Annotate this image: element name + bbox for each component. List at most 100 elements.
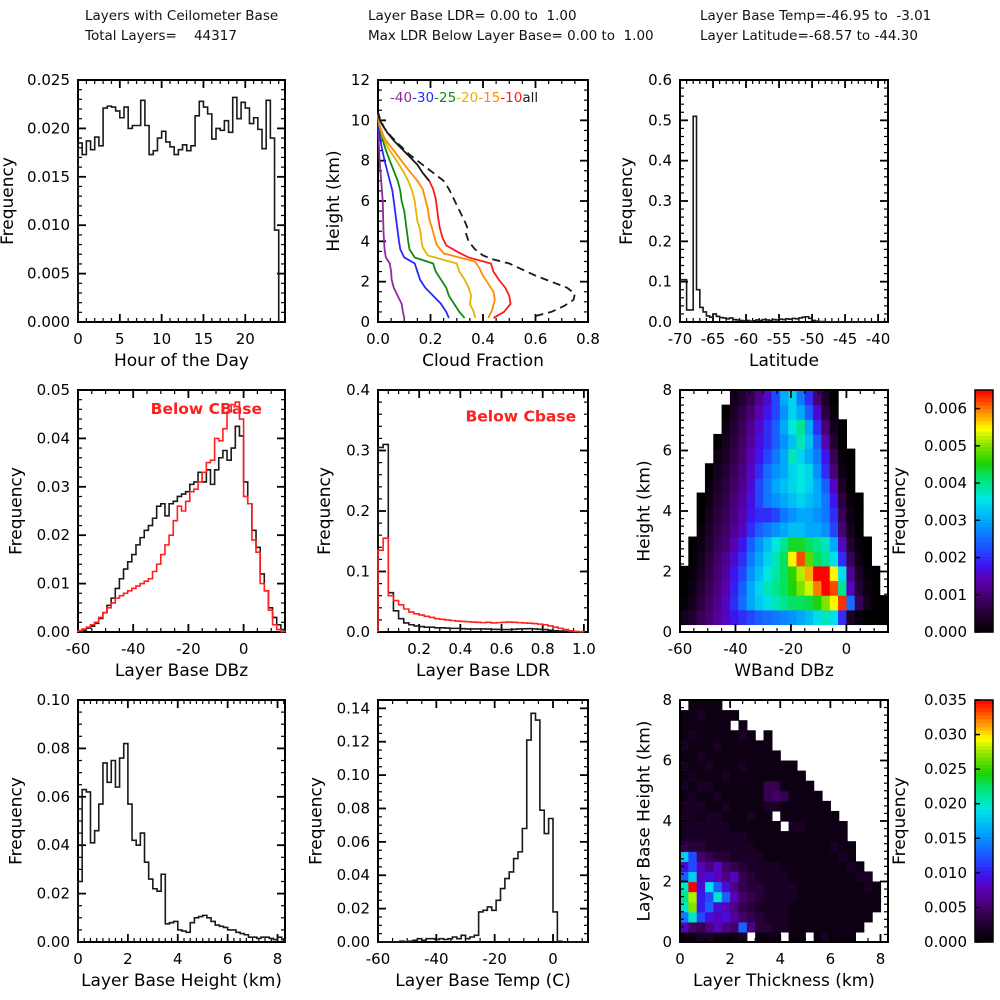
svg-text:2: 2 <box>360 273 370 291</box>
panel-latitude-histogram: -70 -65 -60 -55 -50 -45 -40 0.0 0.1 0.2 0.3 0.4 0.5 0… <box>617 71 890 371</box>
svg-text:0.14: 0.14 <box>337 699 370 717</box>
svg-text:0.8: 0.8 <box>531 640 555 658</box>
series-layer-base-temp <box>378 712 588 943</box>
svg-text:Layer Base Temp (C): Layer Base Temp (C) <box>395 971 570 991</box>
svg-text:0.10: 0.10 <box>337 766 370 784</box>
svg-text:0.00: 0.00 <box>37 933 70 951</box>
svg-text:0.004: 0.004 <box>924 474 967 492</box>
svg-text:0.00: 0.00 <box>337 933 370 951</box>
svg-text:Layer Base Height (km): Layer Base Height (km) <box>81 971 282 991</box>
svg-text:8: 8 <box>662 381 672 399</box>
svg-text:0.4: 0.4 <box>448 640 472 658</box>
panel-wband-dbz-height-heatmap: -60 -40 -20 0 0 2 4 6 8 WBand DBz Height (km) 0.000… <box>634 381 994 681</box>
svg-text:0.6: 0.6 <box>490 640 514 658</box>
svg-text:0.015: 0.015 <box>924 829 967 847</box>
svg-text:0.003: 0.003 <box>924 511 967 529</box>
svg-text:Frequency: Frequency <box>890 777 910 865</box>
svg-text:0.001: 0.001 <box>924 586 967 604</box>
annotation-layer-base-ldr-histogram: Below Cbase <box>465 407 576 425</box>
svg-text:0.2: 0.2 <box>419 330 443 348</box>
svg-text:0.10: 0.10 <box>37 691 70 709</box>
svg-text:0: 0 <box>73 330 83 348</box>
svg-text:0.02: 0.02 <box>37 885 70 903</box>
colorbar-layer-thickness-base-height-heatmap: 0.000 0.005 0.010 0.015 0.020 0.025 0.030 0.035… <box>890 691 994 951</box>
svg-text:Height (km): Height (km) <box>324 150 344 251</box>
svg-text:-65: -65 <box>701 330 726 348</box>
svg-text:15: 15 <box>194 330 213 348</box>
svg-text:4: 4 <box>360 232 370 250</box>
panel-layer-base-dbz-histogram: -60 -40 -20 0 0.00 0.01 0.02 0.03 0.04 0.05 Layer … <box>7 381 286 681</box>
series-layer-base-ldr <box>377 443 585 633</box>
svg-text:Layer Base DBz: Layer Base DBz <box>115 661 248 681</box>
svg-text:0.3: 0.3 <box>346 442 370 460</box>
series-hour-frequency <box>77 96 280 322</box>
svg-text:Cloud Fraction: Cloud Fraction <box>422 351 544 371</box>
panel-layer-base-temp-histogram: -60 -40 -20 0 0.00 0.02 0.04 0.06 0.08 0.10 0.12 0.… <box>307 699 589 991</box>
svg-text:-70: -70 <box>668 330 693 348</box>
svg-text:Height (km): Height (km) <box>634 460 654 561</box>
svg-text:8: 8 <box>662 691 672 709</box>
series-latitude-frequency <box>679 115 879 323</box>
svg-text:0.005: 0.005 <box>924 898 967 916</box>
svg-text:0: 0 <box>675 950 685 968</box>
svg-text:-40: -40 <box>723 640 748 658</box>
header-right-line1: Layer Base Temp=-46.95 to -3.01 <box>700 8 932 24</box>
svg-text:8: 8 <box>360 152 370 170</box>
svg-text:0.010: 0.010 <box>924 864 967 882</box>
svg-text:-20: -20 <box>779 640 804 658</box>
profiles-legend: -40-30-25-20-15-10all <box>390 90 538 106</box>
svg-text:WBand DBz: WBand DBz <box>734 661 834 681</box>
svg-text:2: 2 <box>123 950 133 968</box>
svg-text:-20: -20 <box>482 950 507 968</box>
svg-text:0.000: 0.000 <box>27 313 70 331</box>
svg-text:0.1: 0.1 <box>648 273 672 291</box>
series-below-cbase-dbz <box>77 401 286 633</box>
svg-text:0.04: 0.04 <box>37 836 70 854</box>
header-right: Layer Base Temp=-46.95 to -3.01 Layer Lat… <box>700 6 931 46</box>
svg-text:-60: -60 <box>366 950 391 968</box>
svg-text:-45: -45 <box>833 330 858 348</box>
svg-text:0.03: 0.03 <box>37 478 70 496</box>
svg-text:0: 0 <box>239 640 249 658</box>
svg-text:-60: -60 <box>734 330 759 348</box>
svg-text:0.2: 0.2 <box>346 502 370 520</box>
svg-text:6: 6 <box>662 752 672 770</box>
header-left-line2: Total Layers= 44317 <box>85 28 237 44</box>
svg-text:0.06: 0.06 <box>337 833 370 851</box>
header-middle-line2: Max LDR Below Layer Base= 0.00 to 1.00 <box>368 28 654 44</box>
svg-text:0.05: 0.05 <box>37 381 70 399</box>
svg-text:0.035: 0.035 <box>924 691 967 709</box>
svg-text:Frequency: Frequency <box>315 467 335 555</box>
svg-text:2: 2 <box>662 873 672 891</box>
svg-text:-55: -55 <box>767 330 792 348</box>
svg-text:8: 8 <box>273 950 283 968</box>
svg-text:2: 2 <box>725 950 735 968</box>
svg-text:-60: -60 <box>66 640 91 658</box>
series--25 <box>377 115 466 319</box>
svg-text:0.3: 0.3 <box>648 192 672 210</box>
svg-text:0.010: 0.010 <box>27 216 70 234</box>
svg-text:0: 0 <box>662 933 672 951</box>
svg-text:0.000: 0.000 <box>924 623 967 641</box>
svg-text:10: 10 <box>152 330 171 348</box>
svg-text:0.1: 0.1 <box>346 563 370 581</box>
svg-text:0.04: 0.04 <box>37 429 70 447</box>
svg-text:4: 4 <box>662 502 672 520</box>
svg-text:6: 6 <box>662 442 672 460</box>
series--40 <box>377 116 406 319</box>
svg-text:0.08: 0.08 <box>37 739 70 757</box>
svg-text:0.08: 0.08 <box>337 799 370 817</box>
svg-text:2: 2 <box>662 563 672 581</box>
svg-text:Layer Base Height (km): Layer Base Height (km) <box>634 721 654 922</box>
annotation-layer-base-dbz-histogram: Below CBase <box>151 400 262 418</box>
svg-text:0.4: 0.4 <box>648 152 672 170</box>
svg-text:0.020: 0.020 <box>924 795 967 813</box>
svg-text:0.006: 0.006 <box>924 400 967 418</box>
svg-text:0.4: 0.4 <box>471 330 495 348</box>
svg-text:4: 4 <box>775 950 785 968</box>
svg-text:0.020: 0.020 <box>27 119 70 137</box>
colorbar-wband-dbz-height-heatmap: 0.000 0.001 0.002 0.003 0.004 0.005 0.006 Frequ… <box>890 389 994 641</box>
panel-cloud-fraction-profiles: 0.0 0.2 0.4 0.6 0.8 0 2 4 6 8 10 12 Cloud Fraction He… <box>324 71 600 371</box>
svg-text:0.0: 0.0 <box>366 330 390 348</box>
